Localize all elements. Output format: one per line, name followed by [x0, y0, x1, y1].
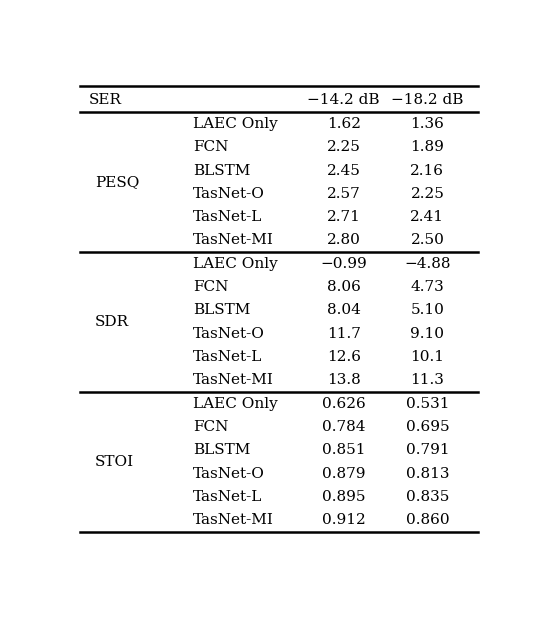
Text: LAEC Only: LAEC Only: [193, 257, 278, 271]
Text: BLSTM: BLSTM: [193, 303, 251, 318]
Text: 4.73: 4.73: [410, 280, 444, 294]
Text: FCN: FCN: [193, 420, 228, 434]
Text: SDR: SDR: [94, 315, 129, 329]
Text: SER: SER: [89, 93, 122, 108]
Text: 0.791: 0.791: [406, 443, 449, 457]
Text: 0.784: 0.784: [322, 420, 366, 434]
Text: −0.99: −0.99: [320, 257, 367, 271]
Text: 0.851: 0.851: [322, 443, 366, 457]
Text: TasNet-L: TasNet-L: [193, 490, 262, 504]
Text: 0.912: 0.912: [322, 514, 366, 527]
Text: TasNet-MI: TasNet-MI: [193, 373, 274, 387]
Text: LAEC Only: LAEC Only: [193, 397, 278, 411]
Text: TasNet-MI: TasNet-MI: [193, 514, 274, 527]
Text: 2.80: 2.80: [327, 234, 361, 247]
Text: 2.25: 2.25: [410, 187, 444, 201]
Text: 12.6: 12.6: [327, 350, 361, 364]
Text: 8.06: 8.06: [327, 280, 361, 294]
Text: 0.860: 0.860: [406, 514, 449, 527]
Text: 2.57: 2.57: [327, 187, 361, 201]
Text: 11.7: 11.7: [327, 327, 361, 341]
Text: 0.835: 0.835: [406, 490, 449, 504]
Text: TasNet-MI: TasNet-MI: [193, 234, 274, 247]
Text: 13.8: 13.8: [327, 373, 361, 387]
Text: TasNet-O: TasNet-O: [193, 467, 265, 481]
Text: PESQ: PESQ: [94, 175, 139, 189]
Text: 2.71: 2.71: [327, 210, 361, 224]
Text: 2.41: 2.41: [410, 210, 444, 224]
Text: TasNet-O: TasNet-O: [193, 187, 265, 201]
Text: 8.04: 8.04: [327, 303, 361, 318]
Text: TasNet-L: TasNet-L: [193, 350, 262, 364]
Text: BLSTM: BLSTM: [193, 164, 251, 177]
Text: 2.50: 2.50: [410, 234, 444, 247]
Text: 10.1: 10.1: [410, 350, 444, 364]
Text: 9.10: 9.10: [410, 327, 444, 341]
Text: 0.879: 0.879: [322, 467, 366, 481]
Text: −4.88: −4.88: [404, 257, 451, 271]
Text: TasNet-L: TasNet-L: [193, 210, 262, 224]
Text: −18.2 dB: −18.2 dB: [391, 93, 464, 108]
Text: −14.2 dB: −14.2 dB: [307, 93, 380, 108]
Text: 1.89: 1.89: [410, 140, 444, 154]
Text: 1.62: 1.62: [327, 117, 361, 131]
Text: 5.10: 5.10: [410, 303, 444, 318]
Text: FCN: FCN: [193, 280, 228, 294]
Text: 2.45: 2.45: [327, 164, 361, 177]
Text: 11.3: 11.3: [410, 373, 444, 387]
Text: 0.695: 0.695: [406, 420, 449, 434]
Text: 2.16: 2.16: [410, 164, 444, 177]
Text: STOI: STOI: [94, 455, 134, 469]
Text: 0.626: 0.626: [322, 397, 366, 411]
Text: TasNet-O: TasNet-O: [193, 327, 265, 341]
Text: LAEC Only: LAEC Only: [193, 117, 278, 131]
Text: BLSTM: BLSTM: [193, 443, 251, 457]
Text: 0.895: 0.895: [322, 490, 366, 504]
Text: 0.813: 0.813: [406, 467, 449, 481]
Text: FCN: FCN: [193, 140, 228, 154]
Text: 2.25: 2.25: [327, 140, 361, 154]
Text: 0.531: 0.531: [406, 397, 449, 411]
Text: 1.36: 1.36: [410, 117, 444, 131]
